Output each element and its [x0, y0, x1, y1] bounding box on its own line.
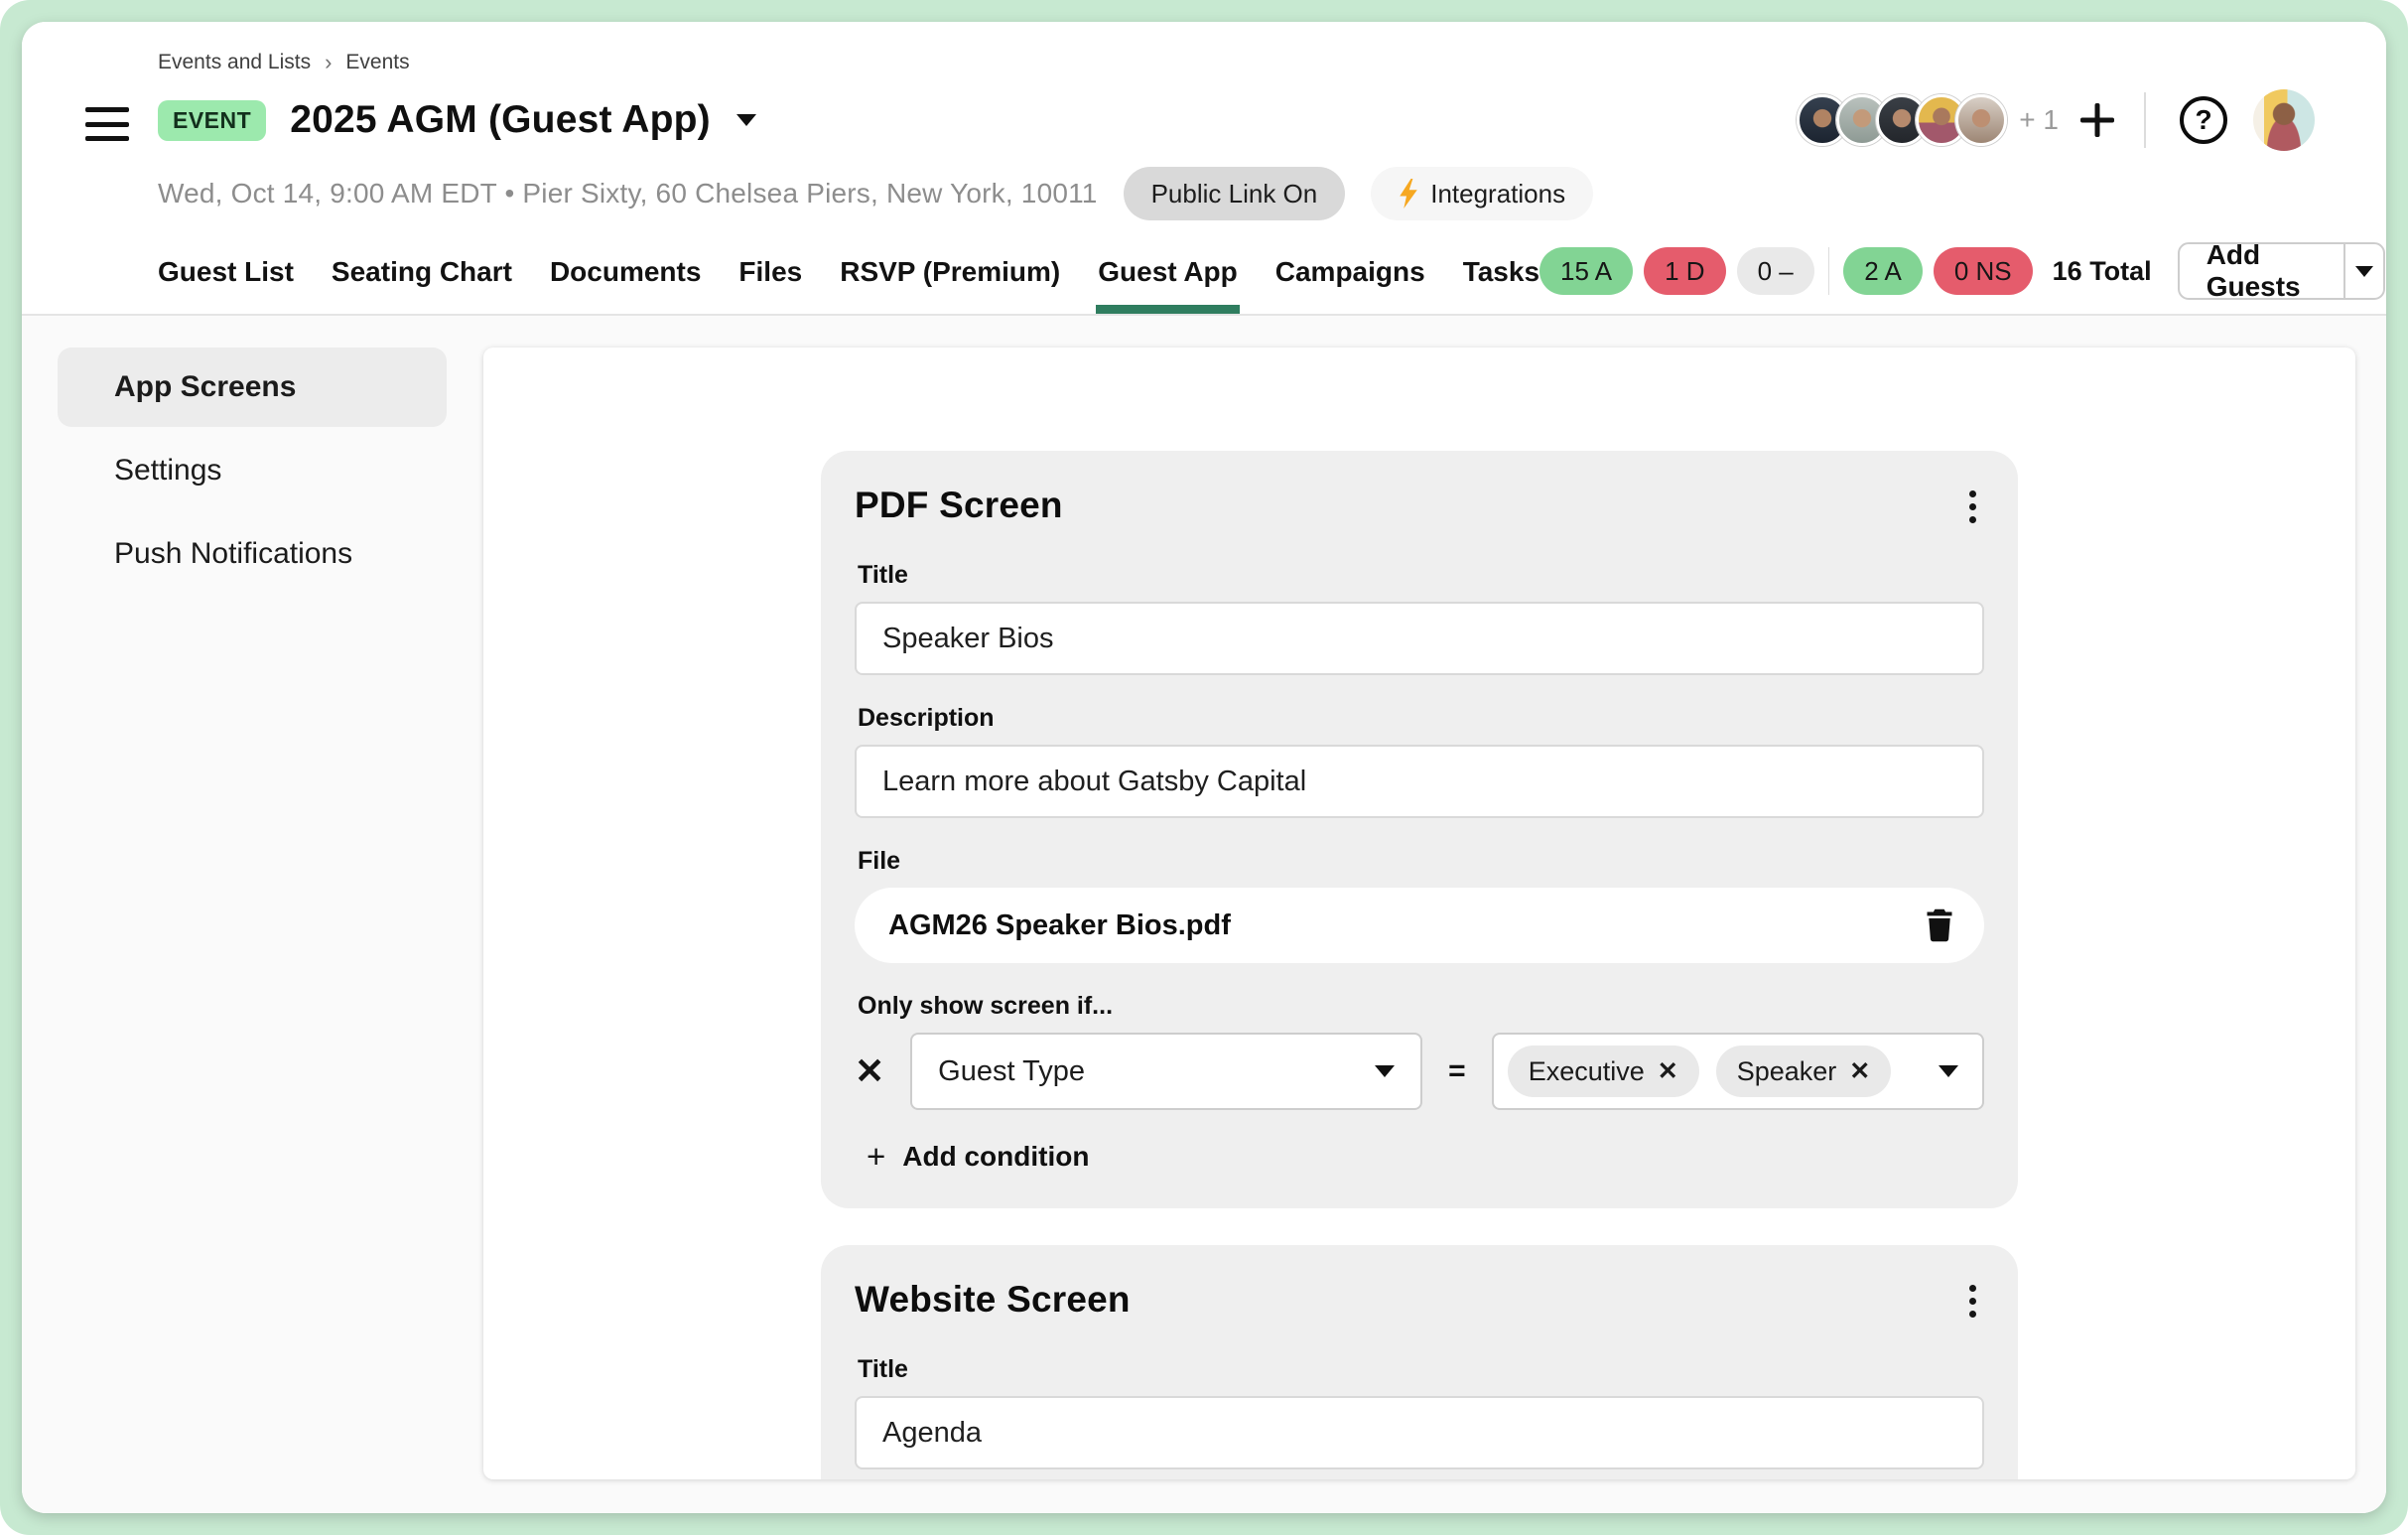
value-chip-executive: Executive ✕ — [1507, 1046, 1699, 1097]
sidebar-item-settings[interactable]: Settings — [58, 431, 447, 510]
help-icon[interactable]: ? — [2180, 96, 2227, 144]
chevron-down-icon — [2354, 265, 2373, 277]
card-title: PDF Screen — [855, 485, 1063, 525]
collaborator-avatar[interactable] — [1955, 94, 2008, 146]
plus-icon: + — [867, 1138, 886, 1175]
kebab-menu-icon[interactable] — [1961, 485, 1984, 529]
menu-icon[interactable] — [85, 107, 129, 141]
tab-campaigns[interactable]: Campaigns — [1274, 256, 1425, 287]
breadcrumb-events[interactable]: Events — [345, 51, 410, 73]
card-header: PDF Screen — [855, 485, 1984, 529]
pdf-title-input[interactable] — [855, 602, 1984, 675]
add-guests-split-button: Add Guests — [2177, 242, 2386, 300]
title-row: EVENT 2025 AGM (Guest App) + 1 — [158, 89, 2354, 151]
card-title: Website Screen — [855, 1279, 1131, 1320]
guest-counters-group: 15 A 1 D 0 – 2 A 0 NS 16 Total Add Guest… — [1539, 242, 2386, 314]
add-collaborator-icon[interactable] — [2078, 101, 2116, 139]
content-area: App Screens Settings Push Notifications … — [22, 316, 2386, 1513]
counter-divider — [1827, 247, 1830, 295]
remove-condition-icon[interactable]: ✕ — [855, 1050, 885, 1091]
tab-guest-list[interactable]: Guest List — [158, 256, 294, 287]
tab-documents[interactable]: Documents — [549, 256, 702, 287]
avatar-overflow-count: + 1 — [2019, 104, 2059, 135]
chip-remove-icon[interactable]: ✕ — [1849, 1057, 1871, 1085]
integrations-label: Integrations — [1430, 178, 1566, 209]
card-header: Website Screen — [855, 1279, 1984, 1324]
integrations-button[interactable]: Integrations — [1371, 167, 1594, 220]
condition-row: ✕ Guest Type = Executive ✕ — [855, 1033, 1984, 1110]
app-window: Events and Lists › Events EVENT 2025 AGM… — [22, 22, 2386, 1513]
condition-values-multiselect[interactable]: Executive ✕ Speaker ✕ — [1491, 1033, 1984, 1110]
header: Events and Lists › Events EVENT 2025 AGM… — [22, 22, 2386, 316]
description-field-label: Description — [858, 704, 995, 732]
public-link-badge[interactable]: Public Link On — [1123, 167, 1346, 220]
title-field-label: Title — [858, 561, 908, 589]
header-divider — [2144, 92, 2146, 148]
collaborator-avatar-stack — [1797, 94, 2008, 146]
condition-field-value: Guest Type — [938, 1054, 1085, 1087]
sidebar-item-label: Push Notifications — [114, 537, 353, 570]
chip-remove-icon[interactable]: ✕ — [1657, 1057, 1678, 1085]
counter-attended-badge[interactable]: 2 A — [1843, 247, 1923, 295]
tab-tasks[interactable]: Tasks — [1462, 256, 1540, 287]
website-screen-card: Website Screen Title Description — [821, 1245, 2018, 1479]
event-date-location: Wed, Oct 14, 9:00 AM EDT • Pier Sixty, 6… — [158, 178, 1098, 209]
sidebar-item-label: App Screens — [114, 370, 297, 403]
add-guests-dropdown[interactable] — [2342, 244, 2383, 298]
file-name: AGM26 Speaker Bios.pdf — [888, 908, 1231, 941]
sidebar-item-push-notifications[interactable]: Push Notifications — [58, 514, 447, 594]
kebab-menu-icon[interactable] — [1961, 1279, 1984, 1324]
breadcrumb: Events and Lists › Events — [158, 50, 2354, 75]
chevron-down-icon — [1375, 1065, 1396, 1077]
header-inner: Events and Lists › Events EVENT 2025 AGM… — [158, 50, 2386, 314]
counter-pending-badge[interactable]: 0 – — [1736, 247, 1814, 295]
help-glyph: ? — [2195, 104, 2212, 135]
title-field-label: Title — [858, 1355, 908, 1383]
attached-file-row: AGM26 Speaker Bios.pdf — [855, 888, 1984, 963]
chip-label: Speaker — [1736, 1055, 1837, 1086]
tab-seating-chart[interactable]: Seating Chart — [331, 256, 512, 287]
lightning-icon — [1400, 179, 1417, 209]
tab-files[interactable]: Files — [738, 256, 803, 287]
counter-accepted-badge[interactable]: 15 A — [1539, 247, 1634, 295]
page-title: 2025 AGM (Guest App) — [290, 98, 711, 141]
tabs-row: Guest List Seating Chart Documents Files… — [158, 242, 2386, 314]
header-right-group: + 1 ? — [1797, 89, 2315, 151]
counter-no-show-badge[interactable]: 0 NS — [1933, 247, 2033, 295]
add-guests-button[interactable]: Add Guests — [2206, 242, 2301, 300]
condition-operator: = — [1448, 1054, 1466, 1087]
tab-bar: Guest List Seating Chart Documents Files… — [158, 256, 1539, 314]
chevron-right-icon: › — [325, 50, 333, 74]
event-type-badge: EVENT — [158, 99, 267, 141]
counter-declined-badge[interactable]: 1 D — [1644, 247, 1726, 295]
meta-row: Wed, Oct 14, 9:00 AM EDT • Pier Sixty, 6… — [158, 167, 2354, 220]
sidebar-item-app-screens[interactable]: App Screens — [58, 348, 447, 427]
trash-icon[interactable] — [1925, 908, 1954, 942]
chevron-down-icon — [1939, 1065, 1958, 1077]
pdf-description-input[interactable] — [855, 745, 1984, 818]
sidebar: App Screens Settings Push Notifications — [22, 316, 483, 1513]
main-panel: PDF Screen Title Description File AGM26 … — [483, 348, 2355, 1479]
title-dropdown-caret-icon[interactable] — [736, 114, 756, 126]
add-condition-label: Add condition — [902, 1140, 1090, 1172]
sidebar-item-label: Settings — [114, 454, 222, 487]
total-guests-label: 16 Total — [2052, 255, 2152, 286]
add-condition-button[interactable]: + Add condition — [855, 1140, 1984, 1173]
breadcrumb-events-and-lists[interactable]: Events and Lists — [158, 51, 312, 73]
user-profile-avatar[interactable] — [2253, 89, 2315, 151]
pdf-screen-card: PDF Screen Title Description File AGM26 … — [821, 451, 2018, 1208]
value-chip-speaker: Speaker ✕ — [1715, 1046, 1892, 1097]
website-title-input[interactable] — [855, 1396, 1984, 1469]
tab-rsvp-premium[interactable]: RSVP (Premium) — [840, 256, 1061, 287]
condition-section-label: Only show screen if... — [858, 992, 1114, 1020]
tab-guest-app[interactable]: Guest App — [1096, 256, 1240, 314]
file-field-label: File — [858, 847, 901, 875]
chip-label: Executive — [1528, 1055, 1645, 1086]
condition-field-select[interactable]: Guest Type — [910, 1033, 1423, 1110]
